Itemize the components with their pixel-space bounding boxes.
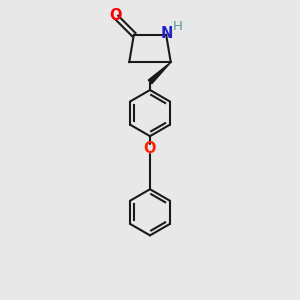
Polygon shape: [148, 62, 171, 84]
Text: H: H: [172, 20, 182, 33]
Text: O: O: [109, 8, 122, 22]
Text: N: N: [161, 26, 173, 41]
Text: O: O: [144, 141, 156, 156]
